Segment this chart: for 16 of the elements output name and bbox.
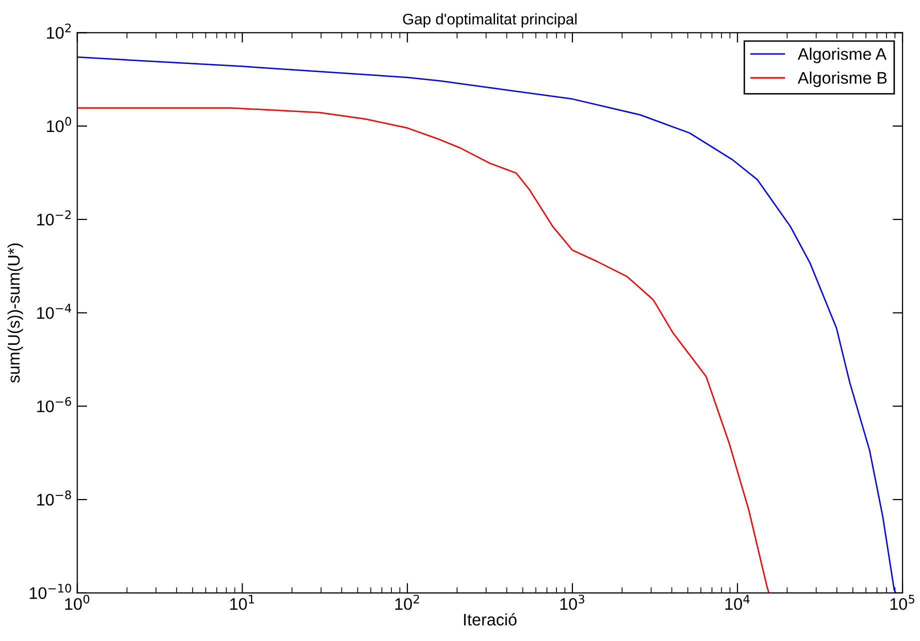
- y-axis-title: sum(U(s))-sum(U*): [7, 243, 24, 383]
- x-tick-label: 10$^{1}$: [230, 594, 254, 610]
- y-tick-label: 10$^{−2}$: [37, 210, 71, 226]
- y-tick-label: 10$^{−8}$: [37, 490, 72, 506]
- chart-title: Gap d'optimalitat principal: [403, 13, 577, 28]
- legend-label: Algorisme B: [798, 72, 887, 88]
- y-tick-label: 10$^{−4}$: [37, 304, 72, 319]
- legend-label: Algorisme A: [798, 48, 887, 64]
- x-tick-label: 10$^{2}$: [395, 594, 419, 610]
- x-tick-label: 10$^{3}$: [560, 594, 584, 610]
- x-axis-title: Iteració: [464, 613, 517, 626]
- y-tick-label: 10$^{−6}$: [37, 397, 72, 412]
- y-tick-label: 10$^{2}$: [47, 24, 71, 39]
- x-tick-label: 10$^{4}$: [725, 594, 750, 610]
- x-tick-label: 10$^{5}$: [890, 594, 914, 610]
- y-tick-label: 10$^{0}$: [47, 116, 72, 132]
